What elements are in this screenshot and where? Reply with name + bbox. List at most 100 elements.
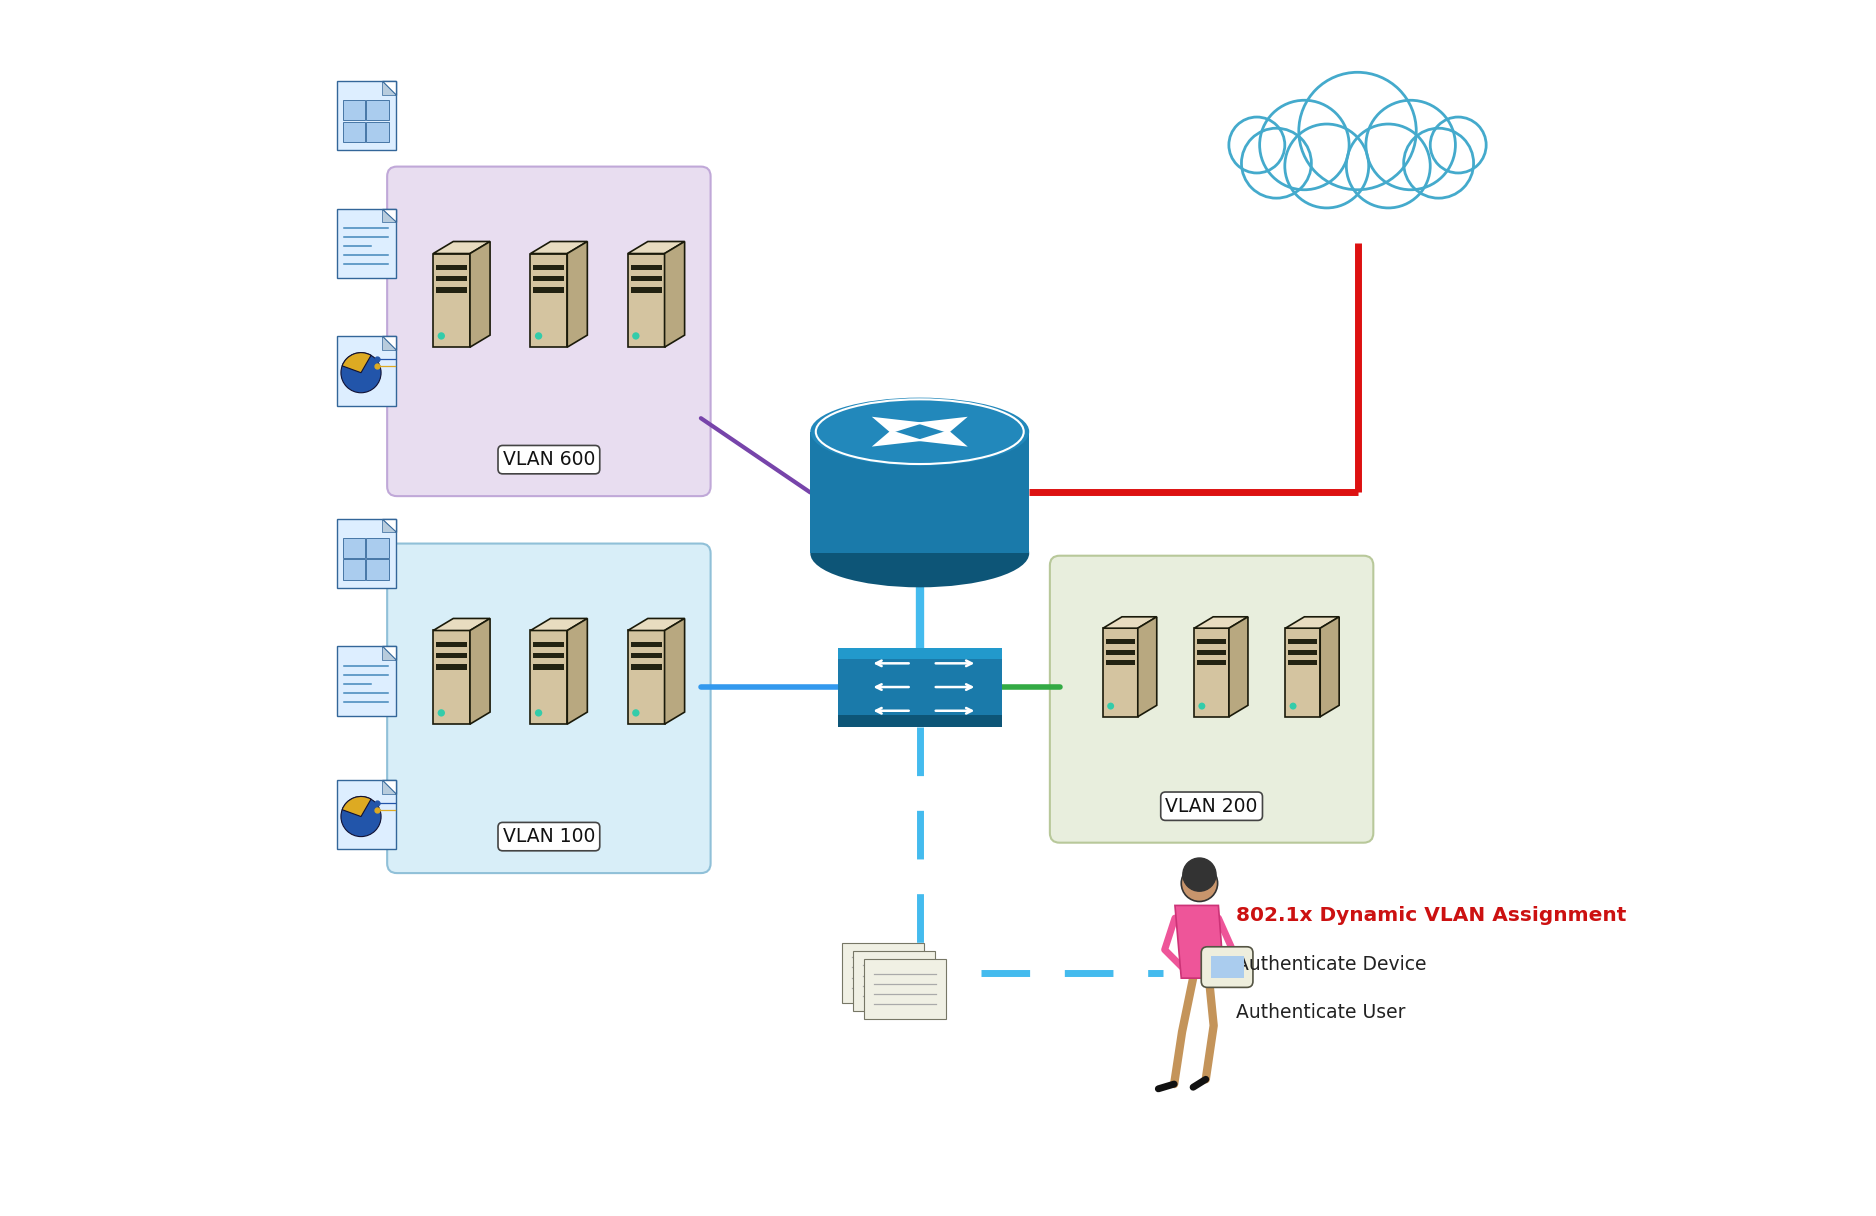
Circle shape (437, 332, 445, 339)
FancyBboxPatch shape (338, 781, 396, 850)
Polygon shape (1197, 640, 1227, 644)
FancyBboxPatch shape (1210, 956, 1244, 978)
Polygon shape (630, 287, 662, 293)
Polygon shape (1289, 649, 1317, 654)
Polygon shape (383, 81, 396, 95)
Text: 802.1x Dynamic VLAN Assignment: 802.1x Dynamic VLAN Assignment (1236, 906, 1626, 925)
Polygon shape (664, 619, 685, 725)
FancyBboxPatch shape (338, 647, 396, 715)
Polygon shape (1103, 617, 1157, 629)
FancyBboxPatch shape (1051, 556, 1373, 843)
Circle shape (1403, 128, 1473, 198)
Polygon shape (630, 265, 662, 270)
Polygon shape (1195, 617, 1248, 629)
FancyBboxPatch shape (386, 167, 711, 496)
Polygon shape (630, 664, 662, 670)
Text: Authenticate User: Authenticate User (1236, 1003, 1405, 1023)
Polygon shape (628, 242, 685, 254)
Circle shape (437, 709, 445, 716)
Circle shape (1259, 100, 1349, 190)
Polygon shape (383, 81, 396, 95)
Polygon shape (1137, 617, 1157, 716)
Polygon shape (435, 276, 467, 281)
Polygon shape (567, 619, 587, 725)
Polygon shape (1321, 617, 1339, 716)
Circle shape (1289, 703, 1296, 710)
Polygon shape (915, 430, 968, 446)
Circle shape (1347, 124, 1430, 208)
Polygon shape (1285, 617, 1339, 629)
Polygon shape (435, 642, 467, 647)
Polygon shape (1197, 649, 1227, 654)
FancyBboxPatch shape (338, 209, 396, 277)
Polygon shape (1229, 617, 1248, 716)
Polygon shape (567, 242, 587, 348)
Polygon shape (383, 336, 396, 350)
Polygon shape (383, 336, 396, 350)
Circle shape (1430, 117, 1486, 173)
Polygon shape (383, 518, 396, 533)
Polygon shape (628, 619, 685, 631)
Polygon shape (471, 242, 490, 348)
Polygon shape (531, 242, 587, 254)
Polygon shape (839, 647, 1002, 727)
FancyBboxPatch shape (366, 537, 388, 558)
Text: VLAN 100: VLAN 100 (503, 827, 595, 846)
Polygon shape (433, 619, 490, 631)
FancyBboxPatch shape (842, 942, 925, 1003)
Text: VLAN 600: VLAN 600 (503, 450, 595, 469)
Circle shape (1107, 703, 1114, 710)
Polygon shape (433, 254, 471, 348)
Circle shape (1229, 117, 1285, 173)
Polygon shape (533, 287, 565, 293)
Polygon shape (1105, 649, 1135, 654)
Polygon shape (383, 781, 396, 794)
Polygon shape (839, 715, 1002, 727)
Wedge shape (341, 796, 371, 817)
Circle shape (341, 796, 381, 837)
Ellipse shape (810, 519, 1030, 587)
FancyBboxPatch shape (343, 100, 366, 120)
Polygon shape (630, 653, 662, 658)
Polygon shape (435, 653, 467, 658)
FancyBboxPatch shape (338, 518, 396, 587)
Circle shape (1366, 100, 1456, 190)
Polygon shape (628, 631, 664, 725)
Polygon shape (1105, 660, 1135, 665)
Polygon shape (872, 417, 925, 433)
Polygon shape (435, 265, 467, 270)
Polygon shape (1285, 629, 1321, 716)
Polygon shape (664, 242, 685, 348)
Polygon shape (1174, 906, 1223, 978)
Circle shape (1182, 865, 1218, 901)
Polygon shape (433, 242, 490, 254)
Polygon shape (383, 781, 396, 794)
Polygon shape (533, 653, 565, 658)
Polygon shape (383, 209, 396, 223)
Polygon shape (383, 209, 396, 223)
Circle shape (1285, 124, 1369, 208)
Polygon shape (1197, 660, 1227, 665)
Circle shape (1199, 703, 1206, 710)
Polygon shape (628, 254, 664, 348)
Polygon shape (1195, 629, 1229, 716)
Circle shape (1242, 128, 1311, 198)
Circle shape (1298, 72, 1416, 190)
Polygon shape (1289, 640, 1317, 644)
Polygon shape (1105, 640, 1135, 644)
FancyBboxPatch shape (366, 100, 388, 120)
Circle shape (1184, 858, 1216, 891)
FancyBboxPatch shape (1201, 947, 1253, 987)
FancyBboxPatch shape (343, 537, 366, 558)
Polygon shape (533, 642, 565, 647)
FancyBboxPatch shape (854, 951, 936, 1012)
Wedge shape (341, 353, 371, 372)
FancyBboxPatch shape (386, 544, 711, 873)
Circle shape (632, 332, 640, 339)
FancyBboxPatch shape (865, 959, 946, 1019)
Ellipse shape (810, 398, 1030, 466)
Polygon shape (531, 619, 587, 631)
Polygon shape (435, 287, 467, 293)
Polygon shape (872, 430, 925, 446)
Polygon shape (383, 518, 396, 533)
